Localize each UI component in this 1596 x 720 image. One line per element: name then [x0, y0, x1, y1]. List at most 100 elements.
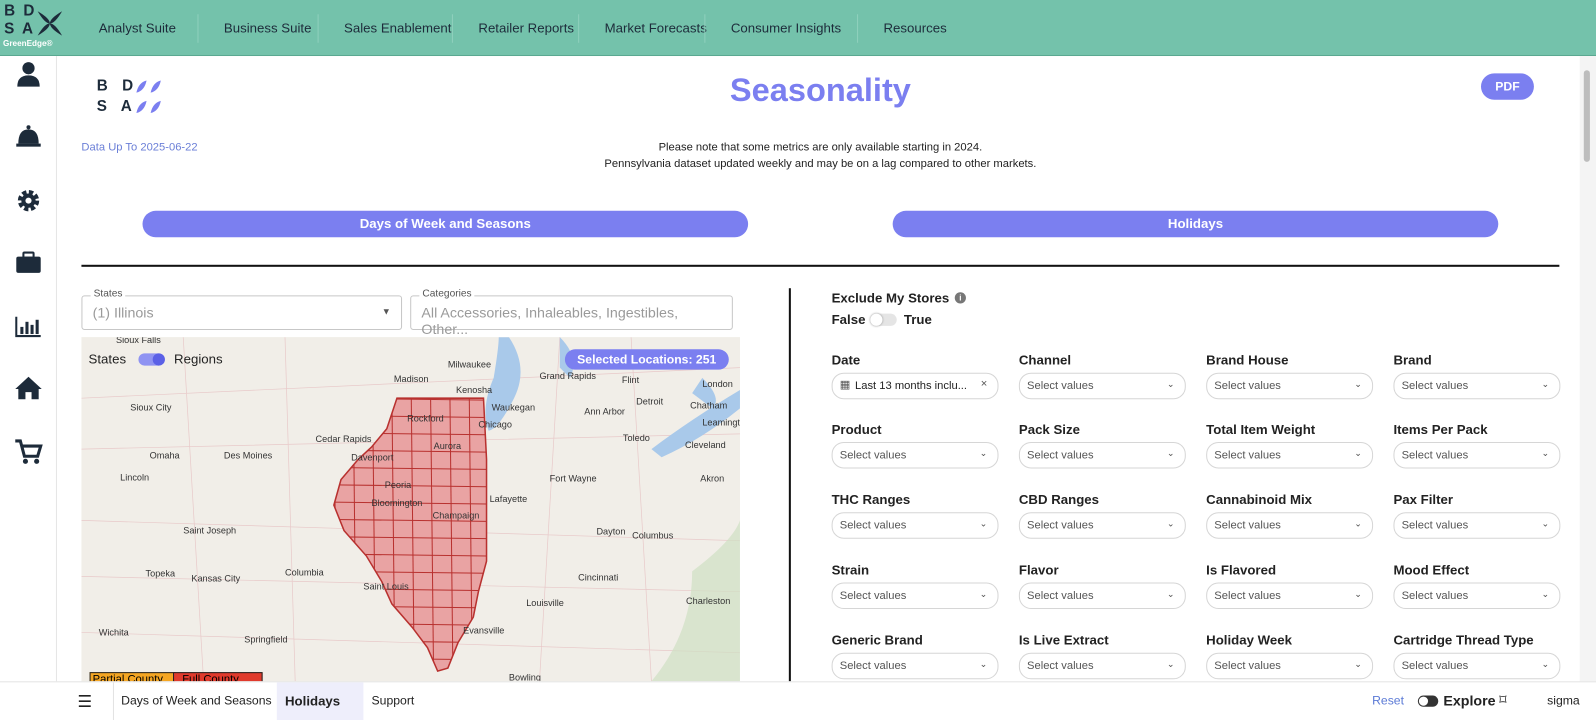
- filter-select[interactable]: Select values ⌄: [1206, 652, 1374, 680]
- pdf-button[interactable]: PDF: [1480, 73, 1534, 100]
- city-label: Chatham: [690, 400, 728, 410]
- filter-select[interactable]: Select values ⌄: [1393, 512, 1561, 539]
- filter-select[interactable]: Select values ⌄: [1206, 582, 1374, 609]
- filter-select[interactable]: Select values ⌄: [1393, 582, 1561, 609]
- filter-select[interactable]: Select values ⌄: [1018, 582, 1186, 609]
- city-label: Waukegan: [492, 402, 535, 412]
- city-label: Cincinnati: [578, 572, 618, 582]
- city-label: Aurora: [434, 441, 462, 451]
- nav-separator: [578, 14, 580, 43]
- filter-value: Select values: [1401, 519, 1469, 532]
- nav-item[interactable]: Retailer Reports: [478, 20, 575, 36]
- county-line: [333, 466, 487, 470]
- icon-user[interactable]: [17, 62, 40, 87]
- filter-select[interactable]: Select values ⌄: [831, 582, 999, 609]
- toggle-label: Regions: [174, 351, 223, 367]
- filter-value: Select values: [1214, 589, 1281, 602]
- page-tab[interactable]: Holidays: [285, 693, 341, 709]
- city-label: Sioux Falls: [116, 337, 161, 345]
- filter-select[interactable]: ▦ Last 13 months inclu... ×: [831, 372, 999, 400]
- city-label: Lafayette: [490, 494, 528, 504]
- nav-item[interactable]: Market Forecasts: [604, 20, 707, 36]
- map-toggle[interactable]: [138, 353, 165, 366]
- icon-chart[interactable]: [15, 316, 41, 338]
- exclude-toggle[interactable]: [870, 313, 897, 326]
- filter-select[interactable]: Select values ⌄: [1393, 652, 1561, 680]
- map[interactable]: Sioux Falls Milwaukee Madison Grand Rapids F…: [81, 337, 740, 682]
- tab-button[interactable]: Days of Week and Seasons: [142, 210, 749, 238]
- tab-button[interactable]: Holidays: [892, 210, 1499, 238]
- filter-select[interactable]: Select values ⌄: [1206, 372, 1374, 400]
- nav-separator: [317, 14, 319, 43]
- city-label: Saint Louis: [363, 582, 409, 592]
- icon-home[interactable]: [15, 376, 42, 400]
- states-select[interactable]: States (1) Illinois ▼: [81, 288, 403, 330]
- city-label: Ann Arbor: [584, 406, 625, 416]
- menu-icon[interactable]: ☰: [77, 693, 92, 711]
- city-label: Peoria: [385, 480, 412, 490]
- filter-select[interactable]: Select values ⌄: [1018, 372, 1186, 400]
- filter-select[interactable]: Select values ⌄: [1018, 512, 1186, 539]
- sidebar: [0, 56, 58, 682]
- bookmark-icon[interactable]: ⌑: [1499, 691, 1507, 708]
- filter-value: Select values: [839, 659, 907, 673]
- explore-label: Explore: [1443, 692, 1496, 709]
- clear-icon[interactable]: ×: [980, 377, 988, 391]
- toggle-on-label: True: [903, 311, 932, 327]
- city-label: Cleveland: [685, 440, 726, 450]
- page-tab[interactable]: Days of Week and Seasons: [121, 693, 272, 708]
- filter-select[interactable]: Select values ⌄: [1206, 512, 1374, 539]
- active-page-bg: [276, 682, 364, 720]
- explore-toggle[interactable]: [1417, 695, 1439, 707]
- filter-label: CBD Ranges: [1018, 491, 1100, 508]
- reset-link[interactable]: Reset: [1372, 693, 1404, 708]
- city-label: London: [702, 379, 733, 389]
- county-line: [333, 657, 487, 661]
- separator: [112, 682, 115, 720]
- city-label: Wichita: [99, 627, 130, 637]
- page-tab[interactable]: Support: [371, 693, 415, 708]
- dropdown-chevron: ⌄: [1541, 378, 1550, 390]
- dropdown-chevron: ⌄: [1541, 658, 1550, 670]
- dropdown-chevron: ⌄: [1166, 658, 1175, 670]
- county-line: [333, 536, 487, 540]
- icon-briefcase[interactable]: [16, 251, 41, 273]
- filter-value: Select values: [1027, 449, 1094, 462]
- filter-select[interactable]: Select values ⌄: [831, 441, 999, 469]
- icon-settings[interactable]: [17, 189, 40, 212]
- icon-cart[interactable]: [15, 439, 43, 464]
- filter-label: Total Item Weight: [1206, 421, 1316, 437]
- filter-select[interactable]: Select values ⌄: [1206, 441, 1374, 469]
- city-label: Champaign: [433, 510, 480, 520]
- filter-value: Select values: [1027, 589, 1094, 602]
- info-icon[interactable]: i: [954, 292, 966, 304]
- nav-item[interactable]: Analyst Suite: [98, 20, 176, 36]
- scroll-thumb[interactable]: [1583, 70, 1590, 162]
- nav-separator: [704, 14, 706, 43]
- city-label: Milwaukee: [448, 360, 491, 370]
- dropdown-chevron: ⌄: [979, 518, 988, 529]
- nav-item[interactable]: Business Suite: [223, 20, 312, 36]
- filter-select[interactable]: Select values ⌄: [1018, 441, 1186, 469]
- filter-select[interactable]: Select values ⌄: [831, 512, 999, 539]
- nav-item[interactable]: Resources: [883, 20, 947, 36]
- filter-select[interactable]: Select values ⌄: [831, 652, 999, 680]
- nav-separator: [197, 14, 199, 43]
- nav-item[interactable]: Sales Enablement: [344, 20, 452, 36]
- city-label: Bloomington: [372, 498, 423, 508]
- dropdown-chevron: ⌄: [1354, 518, 1362, 529]
- city-label: Chicago: [478, 420, 512, 430]
- filter-select[interactable]: Select values ⌄: [1393, 441, 1561, 469]
- icon-service[interactable]: [16, 125, 41, 147]
- filter-label: Channel: [1018, 352, 1072, 368]
- select-value: All Accessories, Inhaleables, Ingestible…: [421, 304, 679, 338]
- filter-select[interactable]: Select values ⌄: [1393, 372, 1561, 400]
- nav-item[interactable]: Consumer Insights: [730, 20, 842, 36]
- categories-select[interactable]: Categories All Accessories, Inhaleables,…: [410, 288, 733, 337]
- filter-value: Select values: [1214, 449, 1281, 462]
- filter-value: Select values: [1214, 519, 1281, 532]
- city-label: Columbus: [632, 531, 674, 541]
- filter-select[interactable]: Select values ⌄: [1018, 652, 1186, 680]
- dropdown-chevron: ⌄: [979, 658, 988, 670]
- filter-label: Items Per Pack: [1393, 421, 1488, 437]
